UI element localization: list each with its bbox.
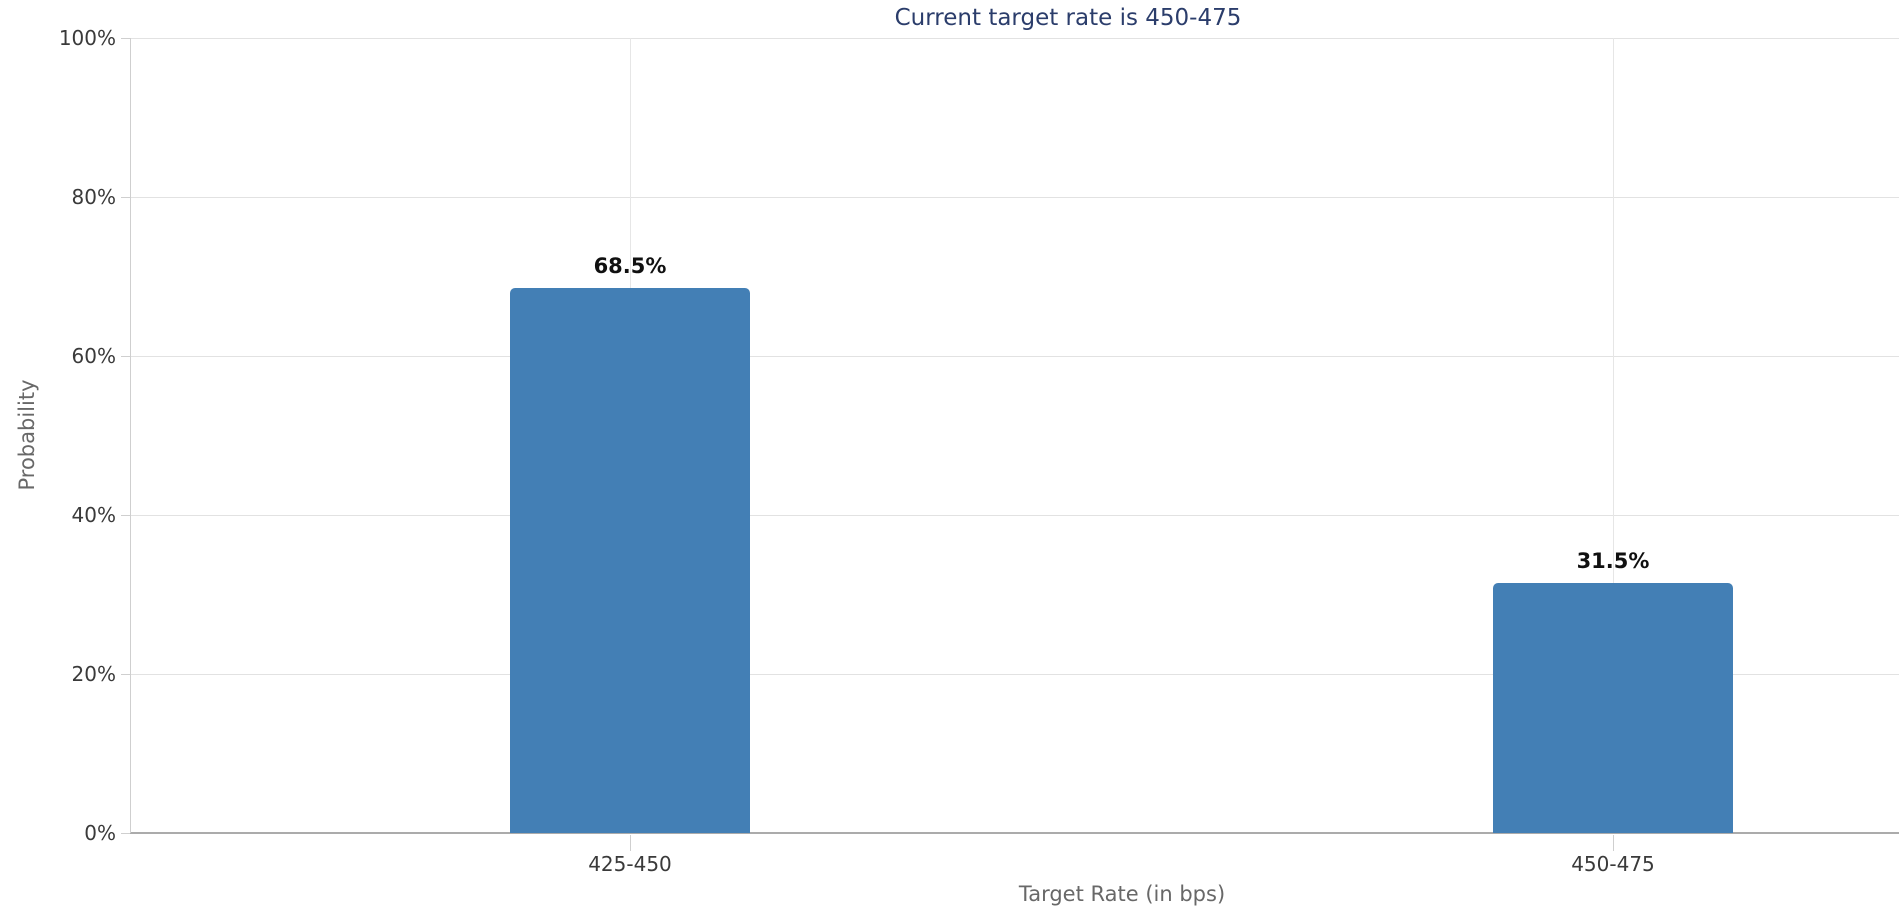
y-tick-label: 100% — [58, 26, 116, 50]
y-axis-line — [130, 38, 131, 833]
y-tick-label: 40% — [71, 503, 116, 527]
y-tick-label: 20% — [71, 662, 116, 686]
x-axis-line — [130, 832, 1899, 834]
x-category-label: 450-475 — [1571, 852, 1655, 876]
probability-bar[interactable] — [510, 288, 750, 833]
x-category-label: 425-450 — [588, 852, 672, 876]
y-gridline — [130, 356, 1899, 357]
x-tick-mark — [1613, 835, 1614, 851]
y-gridline — [130, 38, 1899, 39]
y-tick-mark — [121, 356, 130, 357]
chart-title: Current target rate is 450-475 — [894, 5, 1242, 31]
y-axis-title: Probability — [15, 379, 39, 491]
bar-value-label: 68.5% — [593, 254, 667, 279]
y-tick-label: 60% — [71, 344, 116, 368]
x-axis-title: Target Rate (in bps) — [1018, 882, 1226, 906]
y-tick-mark — [121, 674, 130, 675]
bar-value-label: 31.5% — [1576, 548, 1650, 573]
probability-bar[interactable] — [1493, 582, 1733, 833]
y-gridline — [130, 674, 1899, 675]
y-gridline — [130, 197, 1899, 198]
y-gridline — [130, 515, 1899, 516]
x-gridline — [1613, 38, 1614, 833]
y-tick-mark — [121, 38, 130, 39]
y-tick-mark — [121, 515, 130, 516]
x-tick-mark — [630, 835, 631, 851]
y-tick-label: 80% — [71, 185, 116, 209]
y-tick-mark — [121, 833, 130, 834]
y-tick-mark — [121, 197, 130, 198]
y-tick-label: 0% — [84, 821, 116, 845]
